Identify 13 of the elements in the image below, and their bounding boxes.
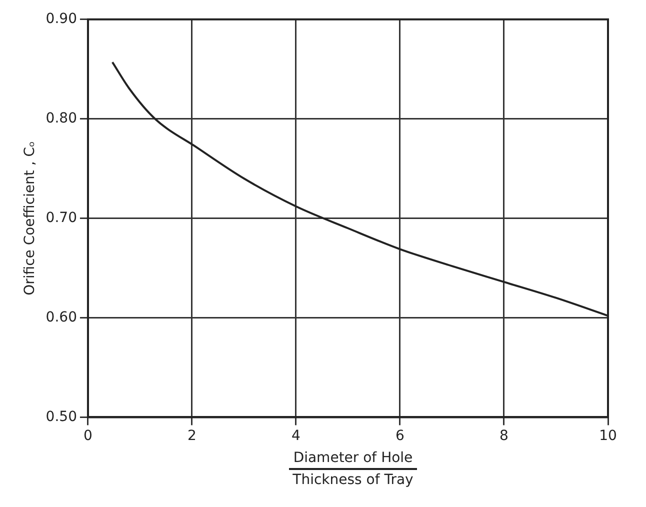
y-tick-label: 0.90 [46,11,77,28]
x-tick-label: 10 [599,428,617,444]
x-tick-label: 2 [188,428,196,444]
x-tick-label: 6 [396,428,405,444]
x-tick-label: 4 [292,428,301,444]
y-tick-label: 0.80 [46,110,77,126]
y-tick-label: 0.70 [46,210,77,226]
x-tick-label: 0 [84,428,92,444]
x-axis-title: Diameter of Hole Thickness of Tray [292,449,414,490]
y-tick-label: 0.60 [46,309,77,326]
x-tick-label: 8 [500,428,508,444]
y-tick-label: 0.50 [46,408,77,425]
y-axis-title: Orifice Coefficient , Cₒ [22,141,38,296]
